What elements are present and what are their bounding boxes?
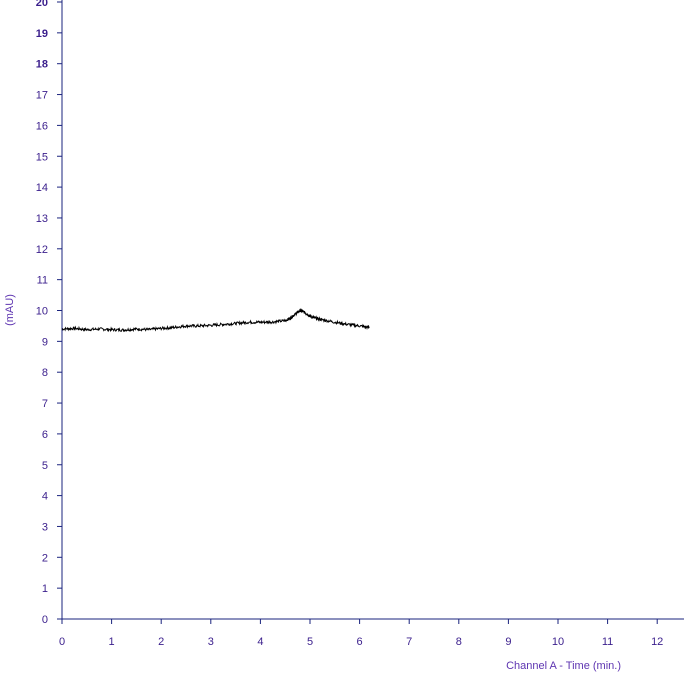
x-tick-label: 6 <box>357 636 363 648</box>
x-tick-label: 3 <box>208 636 214 648</box>
y-tick-label: 12 <box>36 244 48 256</box>
y-tick-label: 1 <box>42 583 48 595</box>
y-tick-label: 3 <box>42 521 48 533</box>
y-tick-label: 13 <box>36 213 48 225</box>
x-tick-label: 9 <box>505 636 511 648</box>
y-tick-label: 8 <box>42 367 48 379</box>
y-tick-label: 16 <box>36 120 48 132</box>
y-tick-label: 7 <box>42 398 48 410</box>
y-tick-label: 2 <box>42 552 48 564</box>
x-tick-label: 7 <box>406 636 412 648</box>
x-tick-label: 12 <box>651 636 663 648</box>
x-tick-label: 1 <box>109 636 115 648</box>
y-tick-label: 5 <box>42 460 48 472</box>
y-tick-label: 9 <box>42 336 48 348</box>
y-tick-label: 17 <box>36 90 48 102</box>
y-tick-label: 18 <box>36 59 48 71</box>
x-axis: 0 1 2 3 4 5 6 7 8 9 10 11 12 <box>59 618 684 648</box>
y-tick-label: 10 <box>36 306 48 318</box>
y-tick-label: 20 <box>36 0 48 9</box>
series-line <box>61 308 370 333</box>
x-tick-label: 11 <box>602 636 613 648</box>
y-tick-label: 15 <box>36 151 48 163</box>
y-tick-label: 14 <box>36 182 48 194</box>
x-tick-label: 5 <box>307 636 313 648</box>
x-tick-label: 10 <box>552 636 564 648</box>
x-axis-title: Channel A - Time (min.) <box>506 660 621 672</box>
x-tick-label: 2 <box>158 636 164 648</box>
y-tick-label: 19 <box>36 28 48 40</box>
y-tick-label: 0 <box>42 614 48 626</box>
y-tick-label: 4 <box>42 491 48 503</box>
x-tick-label: 0 <box>59 636 65 648</box>
x-tick-label: 4 <box>257 636 263 648</box>
y-tick-label: 6 <box>42 429 48 441</box>
y-tick-label: 11 <box>37 275 48 287</box>
y-axis-title: (mAU) <box>4 294 16 326</box>
x-tick-label: 8 <box>456 636 462 648</box>
